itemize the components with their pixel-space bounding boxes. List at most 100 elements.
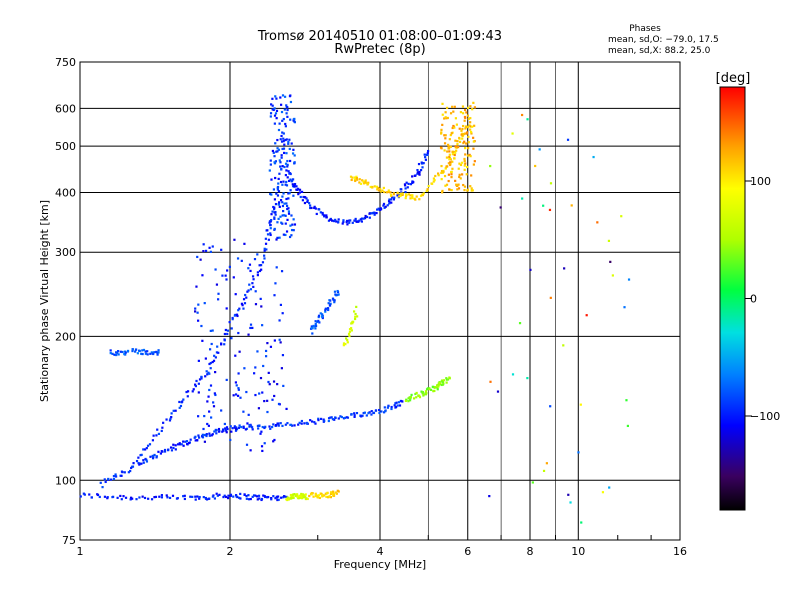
data-point xyxy=(418,198,421,201)
data-point xyxy=(208,434,211,437)
data-point xyxy=(245,497,248,500)
data-point xyxy=(112,474,116,478)
y-tick-label: 75 xyxy=(62,534,76,547)
data-point xyxy=(440,178,443,181)
data-point xyxy=(319,417,323,421)
chart-subtitle: RwPretec (8p) xyxy=(334,42,425,57)
data-point xyxy=(418,172,421,175)
data-point xyxy=(336,293,339,297)
data-point xyxy=(381,189,384,192)
data-point xyxy=(205,432,208,436)
data-point xyxy=(298,188,302,191)
data-point xyxy=(213,392,216,395)
data-point xyxy=(287,142,290,145)
data-point xyxy=(243,242,246,245)
data-point xyxy=(549,405,552,408)
data-point xyxy=(203,414,206,418)
data-point xyxy=(425,392,428,395)
data-point xyxy=(459,111,463,114)
data-point xyxy=(529,268,532,271)
data-point xyxy=(333,301,336,304)
data-point xyxy=(145,447,148,450)
data-point xyxy=(248,425,251,428)
data-point xyxy=(300,190,304,194)
data-point xyxy=(235,384,238,387)
data-point xyxy=(274,160,277,163)
data-point xyxy=(460,129,463,132)
data-point xyxy=(344,343,347,346)
data-point xyxy=(382,411,386,414)
data-point xyxy=(284,233,287,237)
data-point xyxy=(361,179,364,182)
data-point xyxy=(399,194,402,197)
data-point xyxy=(463,164,466,167)
data-point xyxy=(182,444,185,447)
data-point xyxy=(131,497,134,500)
data-point xyxy=(448,153,451,156)
data-point xyxy=(142,461,145,464)
data-point xyxy=(285,407,288,411)
data-point xyxy=(305,197,308,200)
data-point xyxy=(209,384,213,387)
data-point xyxy=(202,243,205,246)
data-point xyxy=(458,173,461,176)
data-point xyxy=(320,315,324,318)
data-point xyxy=(449,163,452,167)
data-point xyxy=(272,495,275,498)
data-point xyxy=(280,110,284,114)
data-point xyxy=(364,179,367,182)
data-point xyxy=(448,158,451,161)
data-point xyxy=(418,396,422,399)
data-point xyxy=(218,493,221,496)
data-point xyxy=(450,132,453,135)
data-point xyxy=(466,114,469,117)
data-point xyxy=(451,150,454,153)
data-point xyxy=(304,497,307,501)
data-point xyxy=(121,350,124,354)
data-point xyxy=(116,351,119,355)
data-point xyxy=(115,475,118,478)
data-point xyxy=(114,473,117,476)
data-point xyxy=(285,184,289,187)
data-point xyxy=(269,345,273,348)
data-point xyxy=(317,417,320,420)
data-point xyxy=(443,174,447,178)
data-point xyxy=(437,384,440,387)
data-point xyxy=(404,197,407,200)
data-point xyxy=(222,495,225,499)
data-point xyxy=(331,297,335,300)
data-point xyxy=(353,412,356,415)
data-point xyxy=(215,492,218,495)
data-point xyxy=(436,386,439,389)
data-point xyxy=(131,349,134,353)
data-point xyxy=(458,175,461,179)
data-point xyxy=(291,183,294,186)
data-point xyxy=(290,180,293,183)
data-point xyxy=(443,134,446,137)
data-point xyxy=(316,320,319,323)
data-point xyxy=(309,204,312,207)
data-point xyxy=(260,430,263,433)
data-point xyxy=(131,465,135,468)
data-point xyxy=(337,218,340,221)
data-point xyxy=(454,139,457,142)
data-point xyxy=(456,188,459,191)
data-point xyxy=(370,413,373,416)
data-point xyxy=(211,360,214,364)
data-point xyxy=(342,220,345,224)
data-point xyxy=(345,220,348,224)
data-point xyxy=(355,177,359,180)
data-point xyxy=(280,156,283,159)
data-point xyxy=(390,405,393,409)
data-point xyxy=(256,274,259,277)
data-point xyxy=(538,148,541,151)
data-point xyxy=(420,390,423,393)
data-point xyxy=(328,299,331,302)
data-point xyxy=(355,305,358,309)
data-point xyxy=(260,497,264,501)
data-point xyxy=(206,422,209,426)
data-point xyxy=(279,180,283,184)
data-point xyxy=(317,494,321,497)
data-point xyxy=(458,127,461,130)
data-point xyxy=(463,185,467,188)
